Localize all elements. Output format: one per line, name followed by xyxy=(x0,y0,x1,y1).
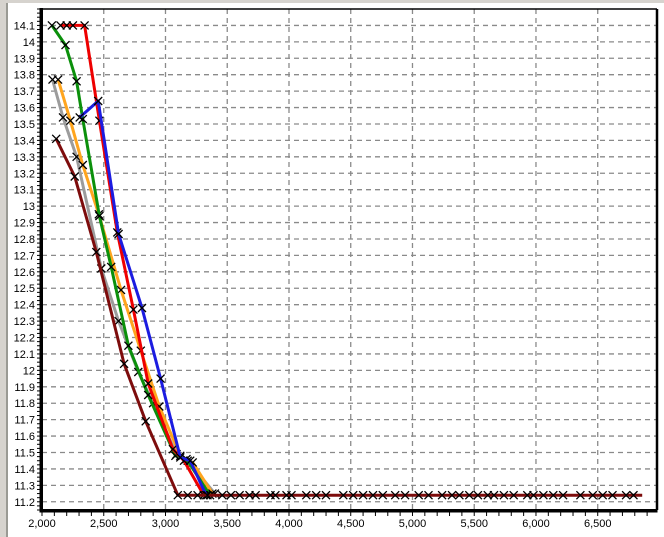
y-tick-label: 11.9 xyxy=(14,382,35,394)
x-axis-line xyxy=(39,509,658,513)
y-tick-label: 13.3 xyxy=(14,152,35,164)
x-tick-label: 2,500 xyxy=(90,518,118,530)
plot-area xyxy=(42,9,657,510)
y-tick-label: 12 xyxy=(23,365,35,377)
y-tick-label: 13.7 xyxy=(14,86,35,98)
series-darkred-markers xyxy=(51,134,638,500)
y-tick-label: 12.4 xyxy=(14,300,35,312)
x-tick-label: 5,000 xyxy=(399,518,427,530)
y-axis-line xyxy=(39,8,43,512)
y-tick-label: 13.5 xyxy=(14,119,35,131)
y-tick-label: 14.1 xyxy=(14,20,35,32)
y-tick-label: 11.3 xyxy=(14,480,35,492)
window-left-border-edge xyxy=(6,0,8,537)
x-tick-label: 6,500 xyxy=(584,518,612,530)
window-top-border xyxy=(0,0,664,3)
y-tick-label: 12.5 xyxy=(14,283,35,295)
x-tick-label: 3,000 xyxy=(152,518,180,530)
y-tick-label: 13.4 xyxy=(14,135,35,147)
y-tick-label: 12.3 xyxy=(14,316,35,328)
y-tick-label: 11.6 xyxy=(14,431,35,443)
x-tick-label: 2,000 xyxy=(28,518,56,530)
x-tick-label: 4,000 xyxy=(275,518,303,530)
y-tick-label: 12.1 xyxy=(14,349,35,361)
y-tick-label: 12.2 xyxy=(14,333,35,345)
x-tick-label: 3,500 xyxy=(213,518,241,530)
y-tick-label: 14 xyxy=(23,37,35,49)
y-tick-label: 11.5 xyxy=(14,448,35,460)
y-tick-label: 13.2 xyxy=(14,168,35,180)
y-tick-label: 13.8 xyxy=(14,70,35,82)
y-tick-label: 11.8 xyxy=(14,398,35,410)
y-tick-label: 13.9 xyxy=(14,53,35,65)
y-tick-label: 13.6 xyxy=(14,103,35,115)
y-tick-label: 12.6 xyxy=(14,267,35,279)
y-tick-label: 12.7 xyxy=(14,250,35,262)
x-tick-label: 5,500 xyxy=(460,518,488,530)
x-tick-label: 4,500 xyxy=(337,518,365,530)
y-tick-label: 11.7 xyxy=(14,415,35,427)
y-tick-label: 13 xyxy=(23,201,35,213)
y-tick-label: 13.1 xyxy=(14,185,35,197)
y-tick-label: 12.8 xyxy=(14,234,35,246)
x-tick-label: 6,000 xyxy=(522,518,550,530)
y-tick-label: 11.2 xyxy=(14,497,35,509)
y-tick-label: 11.4 xyxy=(14,464,35,476)
series-blue-line xyxy=(78,99,208,496)
y-tick-label: 12.9 xyxy=(14,218,35,230)
window-left-border xyxy=(0,0,6,537)
